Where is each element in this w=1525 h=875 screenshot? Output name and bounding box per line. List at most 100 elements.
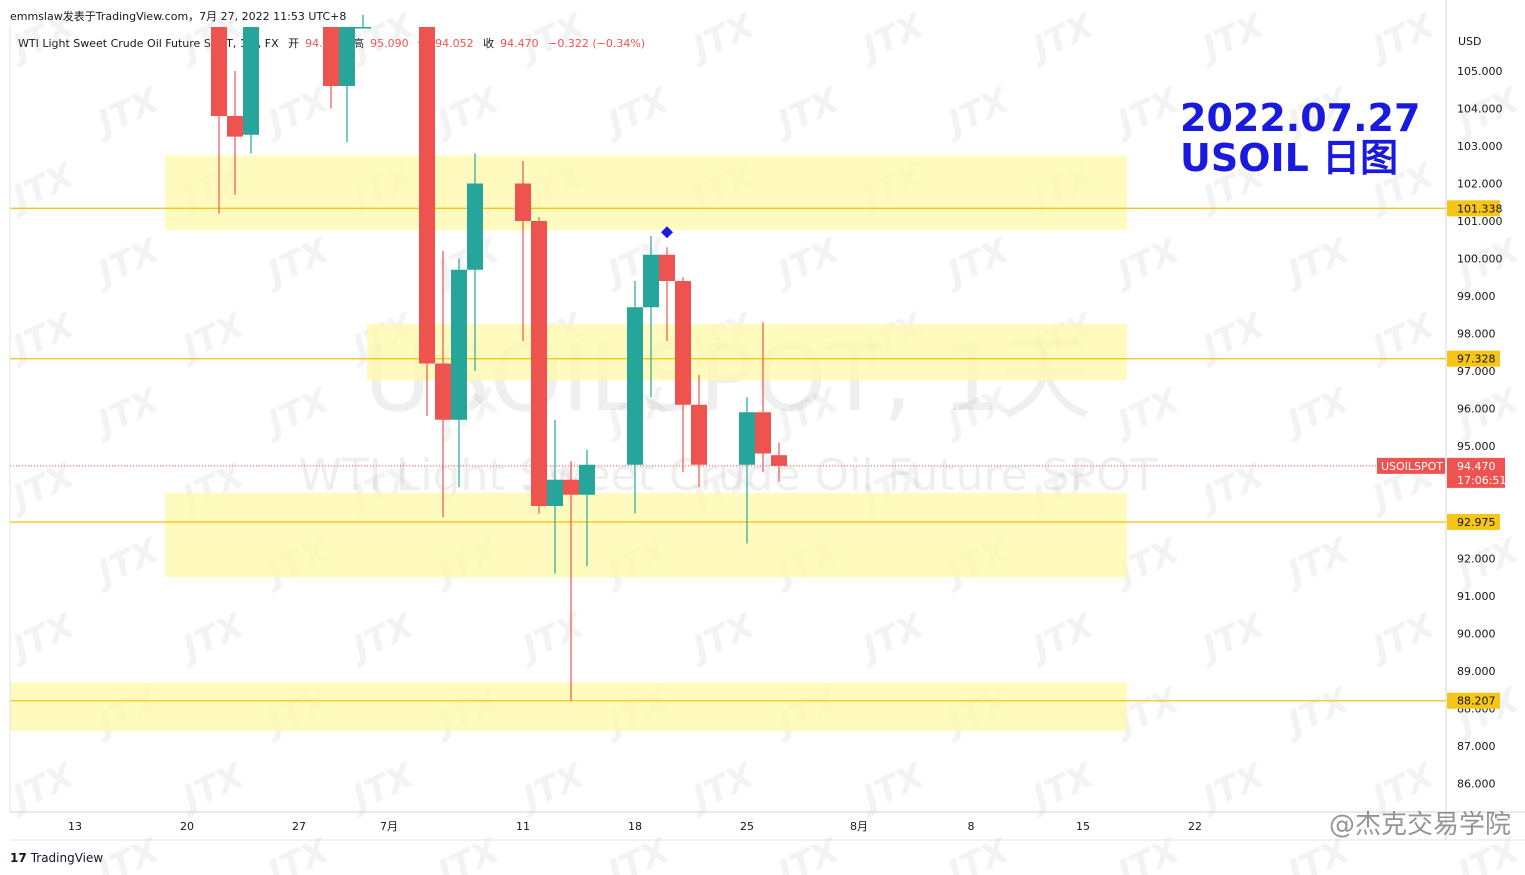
y-tick-label: 87.000 — [1457, 740, 1496, 753]
candle-body[interactable] — [531, 221, 547, 506]
jtx-watermark-tile: JTX — [766, 80, 846, 146]
tradingview-logo-icon: 17 — [10, 851, 27, 865]
candle-body[interactable] — [355, 27, 371, 29]
jtx-watermark-tile: JTX — [171, 305, 251, 371]
x-tick-label: 18 — [628, 820, 642, 833]
price-zone — [165, 492, 1127, 578]
candle-body[interactable] — [771, 455, 787, 466]
tradingview-brand-text: TradingView — [30, 851, 104, 865]
jtx-watermark-tile: JTX — [1106, 80, 1186, 146]
legend-high-label: 高 — [353, 37, 365, 50]
jtx-watermark-tile: JTX — [596, 80, 676, 146]
candle-body[interactable] — [467, 183, 483, 270]
candle-body[interactable] — [323, 27, 339, 86]
jtx-watermark-tile: JTX — [511, 755, 591, 821]
y-tick-label: 105.000 — [1457, 65, 1503, 78]
y-tick-label: 97.000 — [1457, 365, 1496, 378]
candle-body[interactable] — [451, 269, 467, 420]
jtx-watermark-tile: JTX — [936, 230, 1016, 296]
x-tick-label: 8月 — [850, 820, 868, 833]
jtx-watermark-tile: JTX — [1191, 455, 1271, 521]
jtx-watermark-tile: JTX — [1, 455, 81, 521]
jtx-watermark-tile: JTX — [511, 605, 591, 671]
jtx-watermark-tile: JTX — [1, 755, 81, 821]
level-price-label: 101.338 — [1457, 202, 1503, 215]
jtx-watermark-tile: JTX — [1191, 5, 1271, 71]
candle-body[interactable] — [243, 27, 259, 135]
y-tick-label: 101.000 — [1457, 215, 1503, 228]
level-price-label: 97.328 — [1457, 353, 1496, 366]
time-axis[interactable]: 13 20 27 7月 11 18 25 8月 8 15 22 — [68, 820, 1202, 833]
jtx-watermark-tile: JTX — [341, 605, 421, 671]
x-tick-label: 20 — [180, 820, 194, 833]
price-axis[interactable]: USD105.000104.000103.000102.000101.00010… — [1377, 35, 1506, 791]
candle-body[interactable] — [659, 254, 675, 281]
diamond-marker-icon — [661, 226, 673, 239]
jtx-watermark-tile: JTX — [851, 5, 931, 71]
jtx-watermark-tile: JTX — [171, 755, 251, 821]
level-lines — [10, 207, 1446, 702]
y-tick-label: 89.000 — [1457, 665, 1496, 678]
candle-body[interactable] — [515, 183, 531, 222]
jtx-watermark-tile: JTX — [1276, 380, 1356, 446]
candle-body[interactable] — [211, 27, 227, 116]
jtx-watermark-tile: JTX — [766, 830, 846, 875]
candle-body[interactable] — [563, 479, 579, 495]
jtx-watermark-tile: JTX — [596, 830, 676, 875]
candle-body[interactable] — [675, 281, 691, 405]
y-tick-label: 90.000 — [1457, 628, 1496, 641]
jtx-watermark-tile: JTX — [511, 5, 591, 71]
candle-body[interactable] — [227, 116, 243, 137]
candle-body[interactable] — [435, 363, 451, 420]
candle-body[interactable] — [627, 307, 643, 465]
jtx-watermark-tile: JTX — [936, 80, 1016, 146]
headline-date: 2022.07.27 — [1180, 96, 1421, 140]
y-tick-label: 98.000 — [1457, 328, 1496, 341]
y-tick-label: 100.000 — [1457, 253, 1503, 266]
jtx-watermark-tile: JTX — [1, 5, 81, 71]
jtx-watermark-tile: JTX — [851, 755, 931, 821]
markers — [661, 226, 673, 239]
candle-body[interactable] — [691, 404, 707, 465]
jtx-watermark-tile: JTX — [171, 605, 251, 671]
jtx-watermark-tile: JTX — [1106, 230, 1186, 296]
jtx-watermark-tile: JTX — [766, 230, 846, 296]
jtx-watermark-tile: JTX — [1191, 755, 1271, 821]
y-tick-label: 95.000 — [1457, 440, 1496, 453]
candle-body[interactable] — [739, 412, 755, 465]
level-price-tag — [1447, 692, 1500, 709]
jtx-watermark-tile: JTX — [1106, 830, 1186, 875]
headline-title: USOIL 日图 — [1180, 136, 1399, 180]
x-tick-label: 11 — [516, 820, 530, 833]
candle-body[interactable] — [547, 479, 563, 506]
headline-annotation: 2022.07.27 USOIL 日图 — [1180, 98, 1420, 178]
jtx-watermark-tile: JTX — [426, 80, 506, 146]
candle-body[interactable] — [579, 464, 595, 495]
jtx-watermark-tile: JTX — [256, 380, 336, 446]
jtx-watermark-tile: JTX — [1021, 605, 1101, 671]
level-price-tag — [1447, 350, 1500, 367]
candle-body[interactable] — [419, 27, 435, 364]
current-price-tag — [1447, 457, 1505, 488]
candles[interactable] — [211, 14, 787, 701]
legend-close-value: 94.470 — [500, 37, 539, 50]
jtx-watermark-tile: JTX — [86, 230, 166, 296]
jtx-watermark-tile: JTX — [851, 605, 931, 671]
price-zone — [165, 155, 1127, 231]
candle-body[interactable] — [339, 27, 355, 86]
tradingview-brand[interactable]: 17 TradingView — [10, 851, 103, 865]
candle-body[interactable] — [643, 254, 659, 308]
level-price-tag — [1447, 200, 1500, 217]
jtx-watermark-tile: JTX — [256, 230, 336, 296]
symbol-price-tag — [1377, 457, 1445, 474]
jtx-watermark-tile: JTX — [1361, 5, 1441, 71]
y-tick-label: 99.000 — [1457, 290, 1496, 303]
legend-low-value: 94.052 — [435, 37, 474, 50]
candle-body[interactable] — [755, 412, 771, 454]
jtx-watermark-tile: JTX — [1191, 305, 1271, 371]
jtx-watermark-tile: JTX — [86, 530, 166, 596]
chart-frame — [9, 0, 1525, 841]
price-zone — [367, 324, 1127, 381]
publisher-line: emmslaw发表于TradingView.com，7月 27, 2022 11… — [10, 10, 347, 23]
